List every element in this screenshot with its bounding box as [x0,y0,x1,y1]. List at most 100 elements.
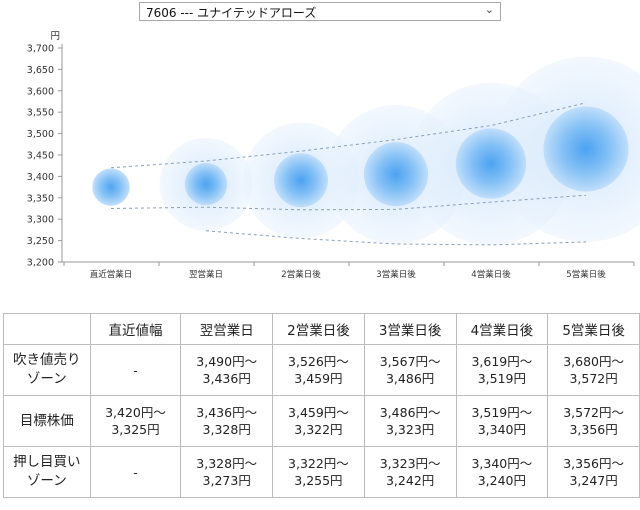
y-tick-label: 3,250 [27,236,54,247]
cell-value: 3,322円 [294,422,343,437]
target-range-bubble [543,106,629,192]
row-header: 吹き値売り ゾーン [3,344,91,396]
cell-value: 3,519円～ [471,405,533,420]
x-tick-label: 直近営業日 [90,269,133,280]
cell-value: 3,255円 [294,473,343,488]
cell-value: 3,356円 [569,422,618,437]
cell-value: 3,323円 [385,422,435,437]
cell-value: 3,572円 [569,371,618,386]
y-axis-unit: 円 [50,31,60,42]
table-row: 押し目買いゾーン - 3,328円～ 3,273円 3,322円～ 3,255円 3,323… [3,446,640,498]
cell-value: 3,325円 [111,422,160,437]
stock-select-value: 7606 --- ユナイテッドアローズ [146,6,317,20]
x-tick-label: 翌営業日 [189,269,223,280]
cell-value: - [133,464,138,480]
cell-value: - [133,362,138,378]
row-header-line: 押し目買い [13,454,81,470]
cell-value: 3,486円 [385,371,435,386]
cell-value: 3,328円～ [196,456,258,471]
price-forecast-chart: 円 3,200 3,250 3,300 3,350 3,400 3,450 3,500 3,55… [27,31,640,280]
x-tick-label: 3営業日後 [376,269,416,280]
column-header: 3営業日後 [363,313,457,345]
cell-value: 3,459円～ [288,405,349,420]
y-tick-label: 3,550 [27,108,54,119]
target-range-bubble [455,128,527,199]
cell-value: 3,436円 [202,371,251,386]
y-tick-label: 3,650 [27,65,54,76]
cell-value: 3,322円～ [288,456,349,471]
cell-value: 3,420円～ [105,405,166,420]
column-header: 直近値幅 [89,313,182,345]
y-tick-label: 3,350 [27,193,54,204]
cell-value: 3,680円～ [563,354,624,369]
x-tick-label: 2営業日後 [281,269,321,280]
table-cell: 3,328円～ 3,273円 [180,446,274,498]
cell-value: 3,567円～ [379,354,441,369]
table-header-row: 直近値幅 翌営業日 2営業日後 3営業日後 4営業日後 5営業日後 [3,313,640,345]
cell-value: 3,273円 [202,473,251,488]
y-tick-label: 3,500 [27,129,54,140]
cell-value: 3,619円～ [471,354,533,369]
cell-value: 3,242円 [385,473,435,488]
table-cell: 3,356円～ 3,247円 [547,446,640,498]
cell-value: 3,247円 [569,473,618,488]
row-header: 目標株価 [3,395,91,447]
table-corner-cell [3,313,91,345]
row-header-line: 目標株価 [19,412,74,429]
table-row: 目標株価 3,420円～ 3,325円 3,436円～ 3,328円 3,459円～ 3,3… [3,395,640,447]
forecast-table: 直近値幅 翌営業日 2営業日後 3営業日後 4営業日後 5営業日後 吹き値売りゾーン - 3,… [3,313,640,498]
cell-value: 3,323円～ [379,456,441,471]
row-header-line: ゾーン [26,371,67,387]
target-range-bubble [92,168,130,206]
row-header-line: ゾーン [26,473,67,489]
chevron-down-icon: ⌄ [484,3,494,16]
table-cell: 3,420円～ 3,325円 [89,395,182,447]
y-tick-label: 3,600 [27,86,54,97]
cell-value: 3,240円 [477,473,526,488]
y-tick-label: 3,300 [27,215,54,226]
cell-value: 3,526円～ [288,354,349,369]
table-cell: 3,572円～ 3,356円 [547,395,640,447]
cell-value: 3,340円～ [471,456,533,471]
table-cell: 3,322円～ 3,255円 [272,446,365,498]
target-range-bubble [274,153,328,208]
table-cell: 3,486円～ 3,323円 [363,395,457,447]
y-tick-label: 3,700 [27,44,54,55]
y-tick-label: 3,200 [27,258,54,269]
y-tick-label: 3,450 [27,151,54,162]
table-cell: 3,526円～ 3,459円 [272,344,365,396]
cell-value: 3,459円 [294,371,343,386]
y-tick-label: 3,400 [27,172,54,183]
table-cell: 3,340円～ 3,240円 [455,446,549,498]
column-header: 4営業日後 [455,313,549,345]
row-header-line: 吹き値売り [13,352,81,368]
cell-value: 3,340円 [477,422,526,437]
column-header: 5営業日後 [547,313,640,345]
table-cell: 3,567円～ 3,486円 [363,344,457,396]
table-cell: 3,490円～ 3,436円 [180,344,274,396]
table-cell: 3,459円～ 3,322円 [272,395,365,447]
table-cell: 3,519円～ 3,340円 [455,395,549,447]
column-header: 翌営業日 [180,313,274,345]
cell-value: 3,436円～ [196,405,258,420]
table-cell: 3,323円～ 3,242円 [363,446,457,498]
lower-target-dash-line [110,194,587,211]
cell-value: 3,490円～ [196,354,258,369]
cell-value: 3,519円 [477,371,526,386]
cell-value: 3,486円～ [379,405,441,420]
column-header: 2営業日後 [272,313,365,345]
target-range-bubble [363,142,429,207]
table-cell: 3,436円～ 3,328円 [180,395,274,447]
cell-value: 3,572円～ [563,405,624,420]
target-range-bubble [184,162,228,206]
cell-value: 3,328円 [202,422,251,437]
stock-select[interactable]: 7606 --- ユナイテッドアローズ ⌄ [139,2,501,21]
table-cell: 3,619円～ 3,519円 [455,344,549,396]
row-header: 押し目買い ゾーン [3,446,91,498]
table-row: 吹き値売りゾーン - 3,490円～ 3,436円 3,526円～ 3,459円 3,567… [3,344,640,396]
x-tick-label: 5営業日後 [566,269,606,280]
table-cell: 3,680円～ 3,572円 [547,344,640,396]
table-cell: - [89,446,182,498]
table-cell: - [89,344,182,396]
upper-target-dash-line [110,102,587,169]
